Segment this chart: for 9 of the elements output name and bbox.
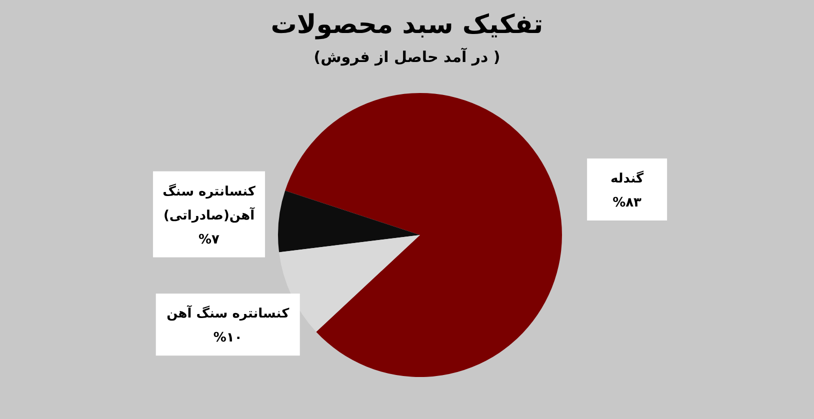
slice-label: کنسانتره سنگ آهن <box>166 304 290 322</box>
slice-label: کنسانتره سنگ آهن(صادراتی) <box>162 183 256 224</box>
chart-subtitle: (در آمد حاصل از فروش ) <box>312 48 502 68</box>
data-label: %۱۰ <box>213 330 242 346</box>
slice-label: گندله <box>610 170 644 186</box>
pie-slice <box>278 190 420 252</box>
data-label: %۸۳ <box>612 195 642 210</box>
chart-title: تفکیک سبد محصولات <box>270 10 544 42</box>
data-label: %۷ <box>198 232 220 248</box>
